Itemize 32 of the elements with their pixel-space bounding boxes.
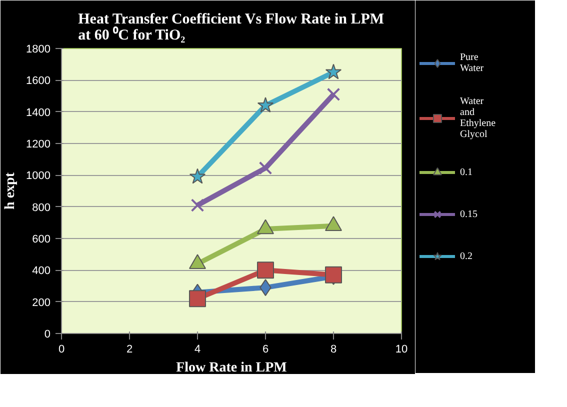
y-tick-label: 1600 bbox=[26, 75, 51, 88]
legend-label: Water and Ethylene Glycol bbox=[460, 96, 496, 140]
x-tick-label: 4 bbox=[194, 344, 201, 356]
point bbox=[190, 198, 204, 212]
y-tick-label: 200 bbox=[32, 296, 51, 309]
point bbox=[326, 88, 340, 102]
x-tick-label: 6 bbox=[262, 344, 269, 356]
point bbox=[257, 97, 274, 112]
legend-label: Pure Water bbox=[460, 52, 484, 74]
y-tick-label: 1000 bbox=[26, 170, 51, 182]
x-tick-label: 10 bbox=[395, 344, 408, 356]
x-axis-title: Flow Rate in LPM bbox=[176, 360, 287, 376]
y-tick-label: 0 bbox=[44, 328, 51, 340]
point bbox=[189, 168, 206, 184]
y-axis-title: h expt bbox=[3, 172, 18, 210]
y-tick-label: 600 bbox=[32, 234, 51, 246]
point bbox=[325, 64, 342, 80]
y-tick-label: 1400 bbox=[26, 106, 51, 119]
x-tick-label: 0 bbox=[58, 344, 65, 356]
point bbox=[258, 161, 272, 175]
legend-label: 0.15 bbox=[460, 208, 478, 220]
x-tick-label: 2 bbox=[126, 344, 133, 356]
y-tick-label: 800 bbox=[32, 202, 51, 214]
point bbox=[257, 262, 274, 279]
point bbox=[325, 266, 342, 284]
y-tick-label: 400 bbox=[32, 265, 51, 278]
legend-label: 0.1 bbox=[460, 166, 474, 178]
chart-title: Heat Transfer Coefficient Vs Flow Rate in LPM at 60 ⁰C for TiO₂ bbox=[78, 12, 384, 44]
y-tick-label: 1200 bbox=[26, 138, 51, 150]
y-tick-label: 1800 bbox=[26, 44, 51, 56]
legend-label: 0.2 bbox=[460, 250, 474, 262]
x-tick-label: 8 bbox=[330, 344, 337, 356]
